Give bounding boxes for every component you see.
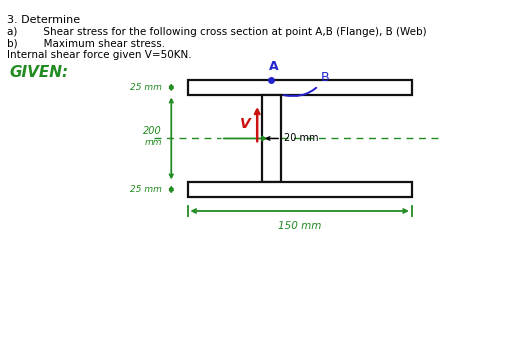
Text: 25 mm: 25 mm [130,83,162,92]
Bar [262,95,281,183]
Text: b)        Maximum shear stress.: b) Maximum shear stress. [7,38,165,48]
Text: Internal shear force given V=50KN.: Internal shear force given V=50KN. [7,50,192,60]
Text: 150 mm: 150 mm [278,220,322,231]
Text: 200: 200 [143,126,162,136]
Text: B: B [284,71,330,96]
Text: V: V [240,117,251,131]
Text: 25 mm: 25 mm [130,185,162,194]
Bar [187,183,412,197]
Text: 3. Determine: 3. Determine [7,15,80,25]
Bar [187,80,412,95]
Text: 20 mm: 20 mm [284,134,318,143]
Text: mm: mm [144,138,162,147]
Text: a)        Shear stress for the following cross section at point A,B (Flange), B : a) Shear stress for the following cross … [7,27,427,37]
Text: A: A [269,59,278,73]
Text: GIVEN:: GIVEN: [9,65,68,80]
